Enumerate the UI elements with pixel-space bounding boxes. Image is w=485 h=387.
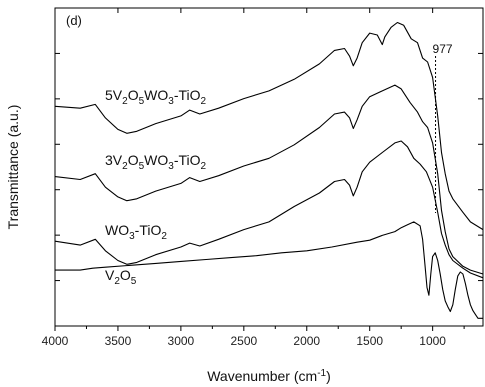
- x-tick-label-2500: 2500: [230, 334, 257, 348]
- y-axis: [55, 52, 483, 282]
- x-tick-label-1500: 1500: [356, 334, 383, 348]
- series-group: [54, 21, 484, 319]
- series-labels: 5V2O5WO3-TiO2 3V2O5WO3-TiO2 WO3-TiO2 V2O5: [105, 87, 207, 287]
- series-line-1: [54, 84, 484, 275]
- x-tick-label-2000: 2000: [293, 334, 320, 348]
- series-label-3: V2O5: [105, 267, 137, 287]
- series-line-2: [54, 140, 484, 279]
- series-label-2: WO3-TiO2: [105, 222, 167, 242]
- plot-frame: [54, 7, 484, 327]
- series-label-0: 5V2O5WO3-TiO2: [105, 87, 207, 107]
- panel-label: (d): [66, 13, 82, 28]
- x-axis-title: Wavenumber (cm-1): [207, 368, 331, 384]
- x-tick-label-3500: 3500: [105, 334, 132, 348]
- x-tick-label-1000: 1000: [419, 334, 446, 348]
- y-axis-title: Transmittance (a.u.): [5, 105, 21, 230]
- series-label-1: 3V2O5WO3-TiO2: [105, 152, 207, 172]
- series-line-0: [54, 21, 484, 231]
- series-line-3: [55, 221, 483, 319]
- x-tick-label-3000: 3000: [168, 334, 195, 348]
- x-axis-title-sup: -1: [317, 368, 326, 379]
- annotation-label-977: 977: [433, 42, 453, 56]
- x-axis-title-main: Wavenumber (cm: [207, 368, 317, 384]
- x-axis: 4000 3500 3000 2500 2000 1500 1000: [42, 8, 465, 348]
- x-axis-title-end: ): [326, 368, 331, 384]
- x-tick-label-4000: 4000: [42, 334, 69, 348]
